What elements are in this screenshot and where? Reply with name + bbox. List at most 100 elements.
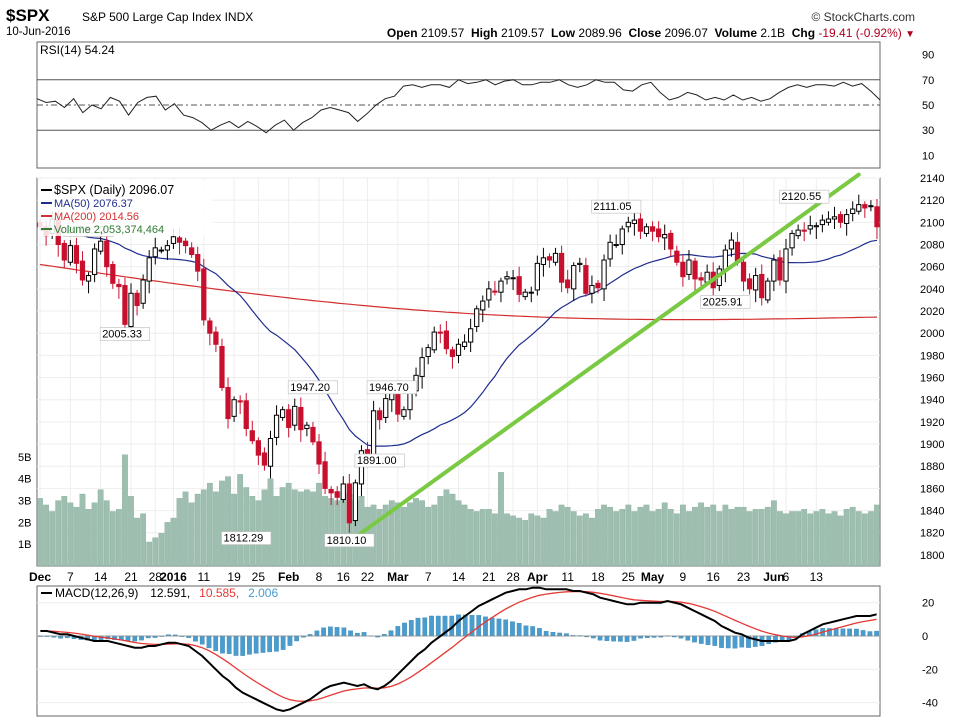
macd-hist-bar: [408, 620, 414, 637]
candle-body: [267, 438, 274, 467]
candle-body: [152, 247, 158, 258]
volume-bar: [777, 511, 783, 567]
candle-body: [352, 482, 359, 522]
candle-body: [182, 240, 189, 247]
candle-body: [862, 204, 868, 209]
annotation-box: [221, 531, 272, 545]
volume-bar: [394, 502, 401, 567]
volume-bar: [413, 498, 419, 567]
candle-body: [176, 237, 183, 243]
volume-bar: [504, 513, 510, 567]
candle-body: [255, 440, 261, 456]
macd-hist-bar: [874, 630, 879, 637]
volume-bar: [103, 500, 110, 567]
volume-bar: [534, 515, 541, 567]
candle-body: [801, 229, 807, 232]
candle-body: [783, 248, 789, 282]
candle-body: [237, 400, 243, 403]
volume-bar: [728, 509, 735, 567]
macd-hist-bar: [510, 621, 515, 637]
macd-hist-bar: [294, 635, 299, 642]
volume-bar: [37, 498, 43, 567]
volume-bar: [479, 509, 486, 567]
macd-hist-bar: [766, 635, 772, 645]
candle-body: [771, 259, 777, 282]
macd-hist-bar: [334, 627, 340, 637]
macd-hist-bar: [274, 635, 279, 652]
volume-tick: 4B: [18, 474, 31, 486]
volume-bar: [601, 504, 607, 567]
candle-body: [540, 257, 547, 265]
candle-body: [195, 253, 201, 272]
candle-body: [189, 247, 195, 255]
candle-body: [486, 288, 492, 301]
volume-bar: [182, 491, 189, 567]
candle-body: [364, 449, 371, 455]
price-tick-2100: 2100: [920, 217, 944, 229]
macd-hist-bar: [213, 635, 219, 652]
macd-hist-bar: [395, 626, 401, 637]
volume-bar: [740, 506, 747, 567]
candle-body: [468, 328, 474, 343]
volume-bar: [746, 511, 753, 567]
macd-hist-bar: [725, 635, 731, 649]
source-credit[interactable]: © StockCharts.com: [811, 10, 915, 24]
x-tick-label: Dec: [29, 570, 51, 584]
candle-body: [619, 228, 625, 246]
macd-tick-20: 20: [922, 598, 934, 610]
volume-bar: [807, 513, 814, 567]
chart-date: 10-Jun-2016: [6, 26, 71, 38]
candle-body: [631, 219, 638, 224]
macd-tick--20: -20: [922, 664, 938, 676]
x-tick-label: 21: [124, 570, 138, 584]
volume-bar: [310, 491, 316, 567]
x-tick-label: 28: [149, 570, 163, 584]
price-legend-item: MA(200) 2014.56: [54, 211, 139, 223]
macd-legend-item: 12.591,: [150, 586, 190, 600]
candle-body: [571, 265, 577, 290]
volume-bar: [425, 506, 432, 567]
candle-body: [777, 257, 783, 281]
candle-body: [425, 347, 431, 357]
macd-hist-bar: [530, 626, 536, 637]
candle-body: [98, 240, 104, 252]
volume-bar: [73, 506, 80, 567]
macd-hist-bar: [854, 628, 859, 637]
candle-body: [370, 410, 377, 457]
volume-bar: [752, 509, 759, 567]
x-tick-label: 16: [707, 570, 721, 584]
macd-hist-bar: [233, 635, 239, 656]
rsi-tick-70: 70: [922, 75, 934, 87]
price-tick-1800: 1800: [920, 550, 944, 562]
volume-bar: [115, 509, 122, 567]
volume-bar: [449, 493, 456, 567]
candle-body: [668, 232, 674, 250]
volume-bar: [528, 513, 535, 567]
exchange: INDX: [224, 10, 254, 24]
candle-body: [455, 343, 462, 356]
volume-bar: [91, 502, 98, 567]
volume-bar: [692, 506, 698, 567]
volume-bar: [552, 511, 559, 567]
candle-body: [110, 263, 116, 284]
candle-body: [158, 249, 164, 252]
volume-bar: [122, 454, 128, 567]
macd-hist-bar: [199, 635, 205, 645]
volume-bar: [874, 504, 880, 567]
volume-bar: [710, 504, 717, 567]
price-tick-1860: 1860: [920, 483, 944, 495]
volume-bar: [97, 489, 104, 567]
macd-hist-bar: [712, 635, 718, 646]
volume-tick: 5B: [18, 452, 31, 464]
volume-bar: [49, 511, 56, 567]
macd-legend-item: 10.585,: [199, 586, 239, 600]
volume-bar: [485, 509, 492, 567]
macd-tick-0: 0: [922, 631, 928, 643]
candle-body: [698, 277, 704, 281]
candle-body: [134, 292, 140, 306]
volume-bar: [206, 482, 213, 567]
candle-body: [722, 249, 728, 271]
candle-body: [522, 291, 528, 298]
annotation-box: [99, 327, 150, 341]
